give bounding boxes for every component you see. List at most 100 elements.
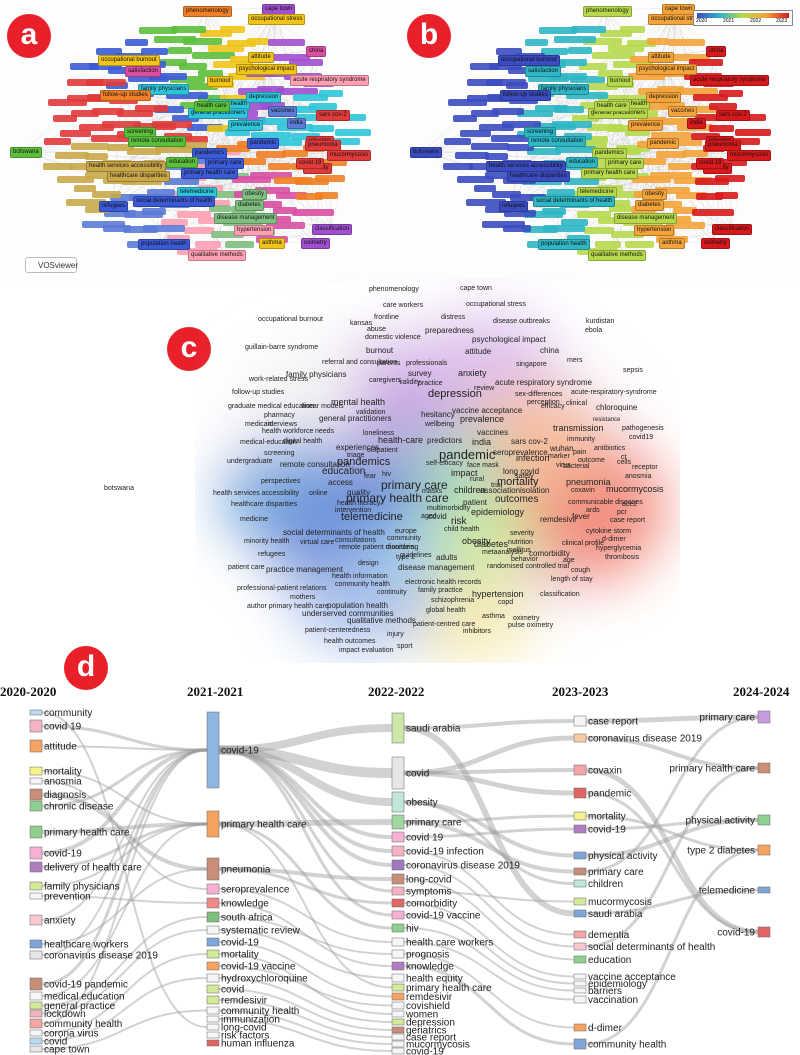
panel-b-badge: b bbox=[407, 14, 451, 58]
sankey-flow bbox=[41, 822, 208, 834]
sankey-flow bbox=[218, 748, 393, 893]
sankey-node bbox=[757, 814, 771, 826]
sankey-node bbox=[206, 925, 220, 935]
network-node bbox=[576, 211, 611, 219]
network-node bbox=[556, 59, 588, 67]
sankey-flow bbox=[403, 964, 575, 1046]
net-a-node-label: prevalence bbox=[228, 120, 264, 131]
sankey-flow bbox=[585, 791, 759, 934]
network-node bbox=[608, 44, 645, 52]
network-node bbox=[471, 110, 500, 118]
sankey-node bbox=[29, 939, 43, 949]
sankey-node-label: systematic review bbox=[221, 926, 301, 937]
network-node bbox=[554, 35, 597, 43]
network-node bbox=[309, 102, 338, 110]
sankey-flow bbox=[403, 914, 575, 985]
sankey-node-label: covid 19 bbox=[44, 722, 82, 733]
sankey-flow bbox=[218, 999, 393, 1038]
sankey-node bbox=[573, 879, 587, 888]
network-node bbox=[591, 52, 635, 60]
network-node bbox=[165, 92, 208, 100]
network-link bbox=[730, 153, 750, 229]
sankey-node bbox=[29, 709, 43, 716]
panel-c-badge: c bbox=[167, 327, 211, 371]
net-a-node-label: primary care bbox=[205, 158, 245, 169]
sankey-node-label: mucormycosis bbox=[588, 897, 652, 908]
network-node bbox=[692, 209, 735, 217]
sankey-node bbox=[29, 892, 43, 900]
sankey-node-label: covid bbox=[221, 985, 244, 996]
net-b-node-label: healthcare disparities bbox=[507, 171, 570, 182]
network-node bbox=[526, 148, 561, 156]
network-node bbox=[610, 230, 644, 238]
sankey-flow bbox=[218, 745, 393, 778]
network-node bbox=[295, 193, 323, 201]
network-node bbox=[57, 175, 95, 183]
network-node bbox=[177, 141, 207, 149]
network-node bbox=[695, 177, 730, 185]
network-link bbox=[627, 7, 677, 163]
network-node bbox=[85, 79, 126, 86]
network-node bbox=[479, 123, 515, 131]
network-node bbox=[535, 105, 569, 113]
network-node bbox=[241, 102, 273, 110]
net-a-node-label: health services accessibility bbox=[86, 161, 166, 172]
network-node bbox=[638, 87, 673, 95]
sankey-node-label: community health bbox=[44, 1019, 122, 1030]
sankey-node bbox=[391, 1033, 405, 1041]
sankey-node-label: symptoms bbox=[406, 887, 452, 898]
sankey-flow bbox=[403, 820, 575, 874]
sankey-node-label: community health bbox=[221, 1006, 299, 1017]
sankey-node-label: cape town bbox=[44, 1045, 90, 1055]
sankey-node bbox=[573, 987, 587, 994]
network-node bbox=[89, 63, 123, 71]
network-node bbox=[709, 124, 735, 132]
sankey-node bbox=[391, 983, 405, 992]
network-node bbox=[250, 131, 291, 139]
sankey-flow bbox=[218, 746, 393, 806]
sankey-node-label: immunization bbox=[221, 1015, 280, 1026]
sankey-node-label: general practice bbox=[44, 1001, 116, 1012]
network-node bbox=[691, 133, 721, 141]
network-node bbox=[612, 61, 653, 69]
network-node bbox=[156, 59, 188, 67]
network-node bbox=[710, 159, 748, 167]
sankey-node-label: chronic disease bbox=[44, 802, 114, 813]
sankey-node bbox=[206, 1039, 220, 1047]
sankey-node-label: remdesivir bbox=[221, 996, 268, 1007]
network-node bbox=[295, 177, 330, 185]
net-a-node-label: sars cov-2 bbox=[316, 110, 350, 121]
net-a-node-label: pneumonia bbox=[305, 140, 341, 151]
network-node bbox=[546, 188, 575, 196]
network-node bbox=[191, 52, 235, 60]
network-node bbox=[668, 54, 710, 62]
net-b-node-label: mucormycosis bbox=[727, 150, 772, 161]
sankey-node bbox=[391, 992, 405, 1001]
sankey-node bbox=[206, 949, 220, 959]
sankey-node bbox=[391, 937, 405, 947]
network-node bbox=[657, 85, 685, 93]
network-node bbox=[506, 143, 534, 151]
net-a-node-label: health care bbox=[194, 101, 230, 112]
sankey-node bbox=[757, 886, 771, 894]
net-b-node-label: satisfaction bbox=[525, 66, 562, 77]
net-a-node-label: acute respiratory syndrome bbox=[290, 75, 369, 86]
sankey-node bbox=[391, 1001, 405, 1010]
network-node bbox=[679, 106, 719, 114]
sankey-flow bbox=[403, 770, 575, 796]
net-a-node-label: depression bbox=[246, 92, 282, 103]
sankey-flow bbox=[218, 819, 393, 827]
network-node bbox=[567, 234, 591, 242]
network-node bbox=[523, 226, 559, 234]
year-title-2024: 2024-2024 bbox=[733, 684, 790, 699]
sankey-node bbox=[757, 762, 771, 774]
network-node bbox=[314, 191, 338, 199]
sankey-flow bbox=[403, 800, 575, 858]
network-node bbox=[275, 87, 318, 95]
net-a-node-label: botswana bbox=[10, 147, 42, 158]
network-node bbox=[259, 118, 303, 126]
year-title-2020: 2020-2020 bbox=[0, 684, 57, 699]
sankey-node-label: covid-19 infection bbox=[406, 847, 484, 858]
network-node bbox=[668, 39, 706, 47]
sankey-flow bbox=[585, 848, 759, 1046]
